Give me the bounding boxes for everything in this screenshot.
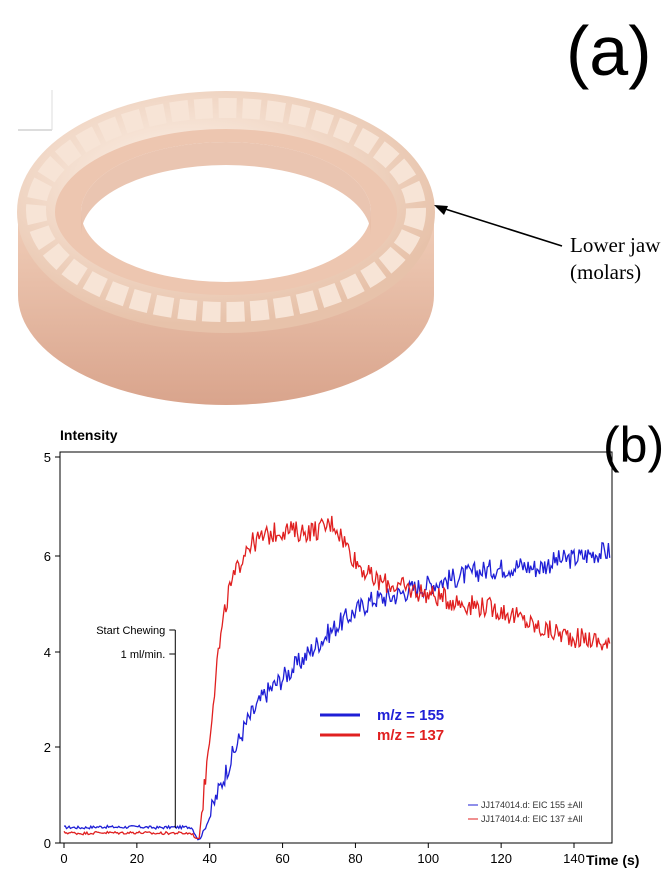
- small-legend-label-1: JJ174014.d: EIC 137 ±All: [481, 814, 583, 824]
- panel-b-label: (b): [603, 417, 665, 473]
- jaw-inner-wall: [81, 142, 371, 235]
- flow-rate-label: 1 ml/min.: [121, 649, 166, 661]
- series-line-mz137: [63, 515, 611, 840]
- x-tick-label-140: 140: [563, 851, 585, 866]
- chart-axes: Intensity Time (s) 0 2 4 6 5 0 20 40 60 80 100 120 140: [44, 427, 640, 868]
- x-tick-label-40: 40: [202, 851, 216, 866]
- arrow-head: [434, 205, 448, 215]
- small-legend-label-0: JJ174014.d: EIC 155 ±All: [481, 800, 583, 810]
- jaw-model-image: [17, 90, 563, 405]
- teeth-ring-highlight: [26, 98, 426, 322]
- x-tick-label-100: 100: [417, 851, 439, 866]
- y-tick-label-4: 4: [44, 645, 51, 660]
- intensity-chart: Intensity Time (s) 0 2 4 6 5 0 20 40 60 80 100 120 140…: [44, 427, 640, 868]
- plot-frame: [59, 451, 613, 844]
- series-line-mz155: [63, 541, 611, 841]
- chart-series-layer: [63, 515, 611, 841]
- annotation-arrow: [441, 207, 563, 247]
- y-axis-title: Intensity: [60, 427, 118, 443]
- y-tick-label-0: 0: [44, 836, 51, 851]
- x-tick-label-60: 60: [275, 851, 289, 866]
- y-tick-label-2: 2: [44, 740, 51, 755]
- jaw-annotation: Lower jaw (molars): [570, 232, 660, 286]
- chart-legend-layer: m/z = 155 m/z = 137 JJ174014.d: EIC 155 ±A…: [320, 707, 583, 824]
- x-tick-label-0: 0: [60, 851, 67, 866]
- y-tick-label-6: 6: [44, 549, 51, 564]
- x-tick-label-120: 120: [490, 851, 512, 866]
- jaw-annotation-line1: Lower jaw: [570, 233, 661, 257]
- panel-a-label: (a): [566, 12, 652, 90]
- legend-label-0: m/z = 155: [377, 707, 444, 724]
- panel-a: (a) Lower jaw (molars): [0, 0, 670, 420]
- jaw-annotation-line2: (molars): [570, 260, 642, 284]
- x-tick-label-20: 20: [130, 851, 144, 866]
- x-tick-label-80: 80: [348, 851, 362, 866]
- start-chewing-label: Start Chewing: [96, 625, 165, 637]
- jaw-inner-hole: [81, 142, 371, 282]
- chart-annotation-layer: Start Chewing 1 ml/min.: [96, 625, 176, 828]
- legend-label-1: m/z = 137: [377, 727, 444, 744]
- y-tick-label-5: 5: [44, 450, 51, 465]
- x-axis-title: Time (s): [586, 852, 639, 868]
